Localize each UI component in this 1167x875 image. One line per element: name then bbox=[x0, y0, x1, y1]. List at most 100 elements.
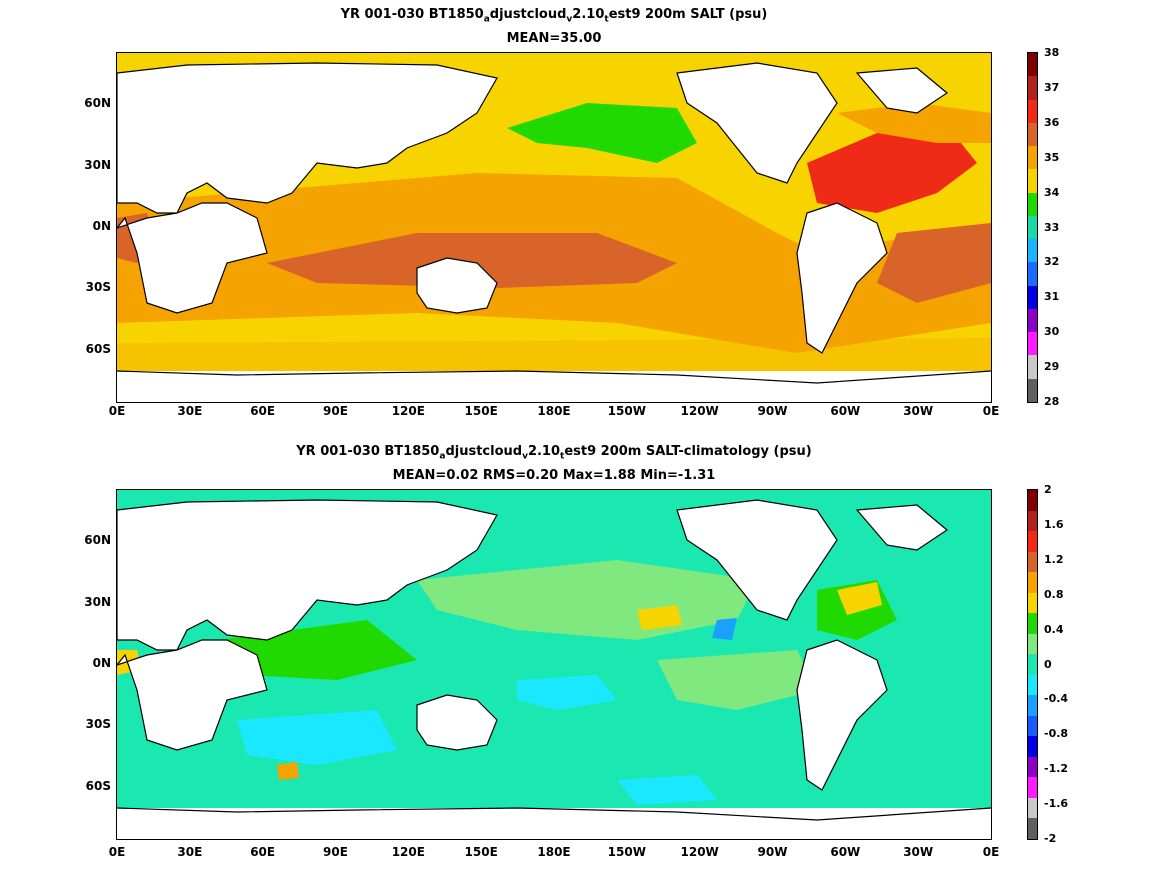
colorbar-swatch bbox=[1028, 355, 1037, 379]
colorbar-swatch bbox=[1028, 53, 1037, 77]
colorbar-tick-label: 29 bbox=[1044, 360, 1060, 374]
colorbar-swatch bbox=[1028, 239, 1037, 263]
colorbar-tick-label: 33 bbox=[1044, 220, 1060, 234]
colorbar-tick-label: 32 bbox=[1044, 255, 1060, 269]
colorbar-tick-label: 2 bbox=[1044, 483, 1052, 496]
xtick-label: 180E bbox=[537, 404, 571, 418]
panel1-ytick-0n: 0N bbox=[92, 219, 111, 233]
colorbar-tick-label: 31 bbox=[1044, 290, 1060, 304]
colorbar-swatch bbox=[1028, 262, 1037, 286]
xtick-label: 120W bbox=[680, 404, 719, 418]
panel2-title: YR 001-030 BT1850adjustcloudv2.10test9 2… bbox=[116, 444, 992, 465]
xtick-label: 150W bbox=[607, 845, 646, 859]
xtick-label: 90W bbox=[757, 845, 788, 859]
panel2-map bbox=[116, 489, 992, 840]
colorbar-swatch bbox=[1028, 378, 1037, 402]
colorbar-tick-label: -1.6 bbox=[1044, 797, 1069, 811]
colorbar-tick-label: 36 bbox=[1044, 115, 1060, 129]
colorbar-tick-label: 35 bbox=[1044, 150, 1060, 164]
xtick-label: 0E bbox=[108, 845, 126, 859]
colorbar-swatch bbox=[1028, 146, 1037, 170]
panel1-ytick-30n: 30N bbox=[84, 158, 111, 172]
colorbar-swatch bbox=[1028, 169, 1037, 193]
xtick-label: 150W bbox=[607, 404, 646, 418]
xtick-label: 60W bbox=[830, 845, 861, 859]
xtick-label: 30W bbox=[903, 404, 934, 418]
colorbar-tick-label: -1.2 bbox=[1044, 762, 1069, 776]
panel1-title-sub: t bbox=[604, 14, 609, 25]
colorbar-swatch bbox=[1028, 551, 1037, 573]
colorbar-swatch bbox=[1028, 285, 1037, 309]
xtick-label: 90W bbox=[757, 404, 788, 418]
colorbar-swatch bbox=[1028, 592, 1037, 614]
colorbar-tick-label: 1.6 bbox=[1044, 517, 1064, 531]
colorbar-tick-label: -2 bbox=[1044, 832, 1057, 845]
panel2-title-sub: a bbox=[439, 451, 446, 462]
xtick-label: 150E bbox=[464, 404, 498, 418]
colorbar-swatch bbox=[1028, 777, 1037, 798]
panel1-ytick-30s: 30S bbox=[85, 280, 111, 294]
panel1-ytick-60n: 60N bbox=[84, 96, 111, 110]
panel2-title-sub: t bbox=[560, 451, 565, 462]
colorbar-swatch bbox=[1028, 715, 1037, 737]
xtick-label: 90E bbox=[323, 404, 348, 418]
xtick-label: 30E bbox=[177, 404, 203, 418]
colorbar-swatch bbox=[1028, 613, 1037, 634]
panel1-colorbar bbox=[1027, 52, 1038, 403]
xtick-label: 120E bbox=[391, 845, 425, 859]
panel2-ytick-60s: 60S bbox=[85, 779, 111, 793]
colorbar-swatch bbox=[1028, 192, 1037, 216]
xtick-label: 150E bbox=[464, 845, 498, 859]
panel2-colorbar bbox=[1027, 489, 1038, 840]
colorbar-tick-label: 1.2 bbox=[1044, 552, 1064, 566]
xtick-label: 120W bbox=[680, 845, 719, 859]
panel1-title-part: YR 001-030 BT1850 bbox=[340, 7, 484, 22]
panel1-title-sub: v bbox=[566, 14, 573, 25]
xtick-label: 30W bbox=[903, 845, 934, 859]
colorbar-tick-label: 34 bbox=[1044, 185, 1060, 199]
colorbar-tick-label: 0.4 bbox=[1044, 622, 1064, 636]
panel2-ytick-30s: 30S bbox=[85, 717, 111, 731]
colorbar-swatch bbox=[1028, 674, 1037, 696]
colorbar-tick-label: 28 bbox=[1044, 395, 1060, 408]
panel2-title-part: djustcloud bbox=[445, 444, 523, 459]
xtick-label: 90E bbox=[323, 845, 348, 859]
xtick-label: 0E bbox=[982, 845, 1000, 859]
colorbar-tick-label: 37 bbox=[1044, 80, 1060, 94]
colorbar-swatch bbox=[1028, 695, 1037, 716]
panel1-title-sub: a bbox=[483, 14, 490, 25]
panel1-title: YR 001-030 BT1850adjustcloudv2.10test9 2… bbox=[116, 7, 992, 28]
panel2-title-part: est9 200m SALT-climatology (psu) bbox=[564, 444, 812, 459]
colorbar-swatch bbox=[1028, 76, 1037, 100]
colorbar-tick-label: 30 bbox=[1044, 325, 1060, 339]
xtick-label: 0E bbox=[982, 404, 1000, 418]
panel2-title-part: YR 001-030 BT1850 bbox=[296, 444, 440, 459]
colorbar-swatch bbox=[1028, 654, 1037, 675]
colorbar-swatch bbox=[1028, 332, 1037, 356]
panel2-ytick-0n: 0N bbox=[92, 656, 111, 670]
panel1-ytick-60s: 60S bbox=[85, 342, 111, 356]
colorbar-swatch bbox=[1028, 797, 1037, 819]
xtick-label: 30E bbox=[177, 845, 203, 859]
colorbar-tick-label: -0.4 bbox=[1044, 692, 1069, 706]
xtick-label: 0E bbox=[108, 404, 126, 418]
colorbar-swatch bbox=[1028, 122, 1037, 147]
colorbar-swatch bbox=[1028, 756, 1037, 778]
colorbar-swatch bbox=[1028, 490, 1037, 511]
colorbar-swatch bbox=[1028, 572, 1037, 593]
colorbar-swatch bbox=[1028, 215, 1037, 240]
colorbar-tick-label: 38 bbox=[1044, 46, 1060, 59]
colorbar-swatch bbox=[1028, 531, 1037, 552]
panel2-title-sub: v bbox=[522, 451, 528, 462]
panel1-map bbox=[116, 52, 992, 403]
colorbar-swatch bbox=[1028, 633, 1037, 655]
panel2-ytick-60n: 60N bbox=[84, 533, 111, 547]
colorbar-swatch bbox=[1028, 736, 1037, 757]
panel1-subtitle: MEAN=35.00 bbox=[506, 31, 602, 46]
xtick-label: 60W bbox=[830, 404, 861, 418]
xtick-label: 120E bbox=[391, 404, 425, 418]
colorbar-tick-label: 0 bbox=[1044, 657, 1052, 671]
colorbar-swatch bbox=[1028, 308, 1037, 333]
panel2-ytick-30n: 30N bbox=[84, 595, 111, 609]
xtick-label: 180E bbox=[537, 845, 571, 859]
